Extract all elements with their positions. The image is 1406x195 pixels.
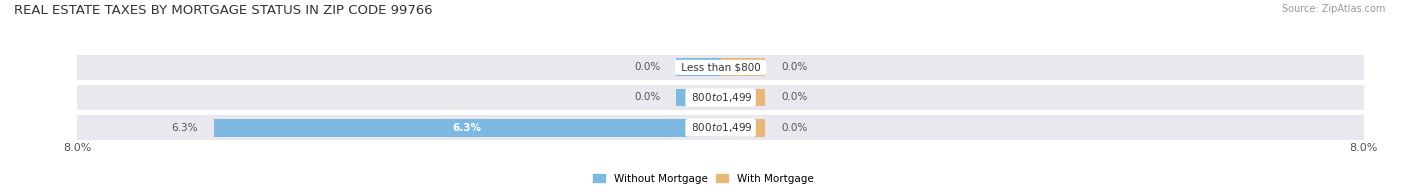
- Text: $800 to $1,499: $800 to $1,499: [688, 121, 754, 134]
- Text: 0.0%: 0.0%: [780, 62, 807, 72]
- Text: Source: ZipAtlas.com: Source: ZipAtlas.com: [1281, 4, 1385, 14]
- Bar: [721, 58, 765, 76]
- Bar: [676, 58, 721, 76]
- Bar: [721, 119, 765, 136]
- Text: REAL ESTATE TAXES BY MORTGAGE STATUS IN ZIP CODE 99766: REAL ESTATE TAXES BY MORTGAGE STATUS IN …: [14, 4, 433, 17]
- Text: 0.0%: 0.0%: [634, 92, 661, 103]
- Text: 6.3%: 6.3%: [172, 123, 198, 133]
- Bar: [214, 119, 721, 136]
- Text: 0.0%: 0.0%: [780, 123, 807, 133]
- Bar: [676, 89, 721, 106]
- Text: 0.0%: 0.0%: [634, 62, 661, 72]
- Text: 6.3%: 6.3%: [453, 123, 482, 133]
- Text: $800 to $1,499: $800 to $1,499: [688, 91, 754, 104]
- Text: 0.0%: 0.0%: [780, 92, 807, 103]
- Bar: [721, 89, 765, 106]
- Text: Less than $800: Less than $800: [678, 62, 763, 72]
- Legend: Without Mortgage, With Mortgage: Without Mortgage, With Mortgage: [589, 169, 817, 188]
